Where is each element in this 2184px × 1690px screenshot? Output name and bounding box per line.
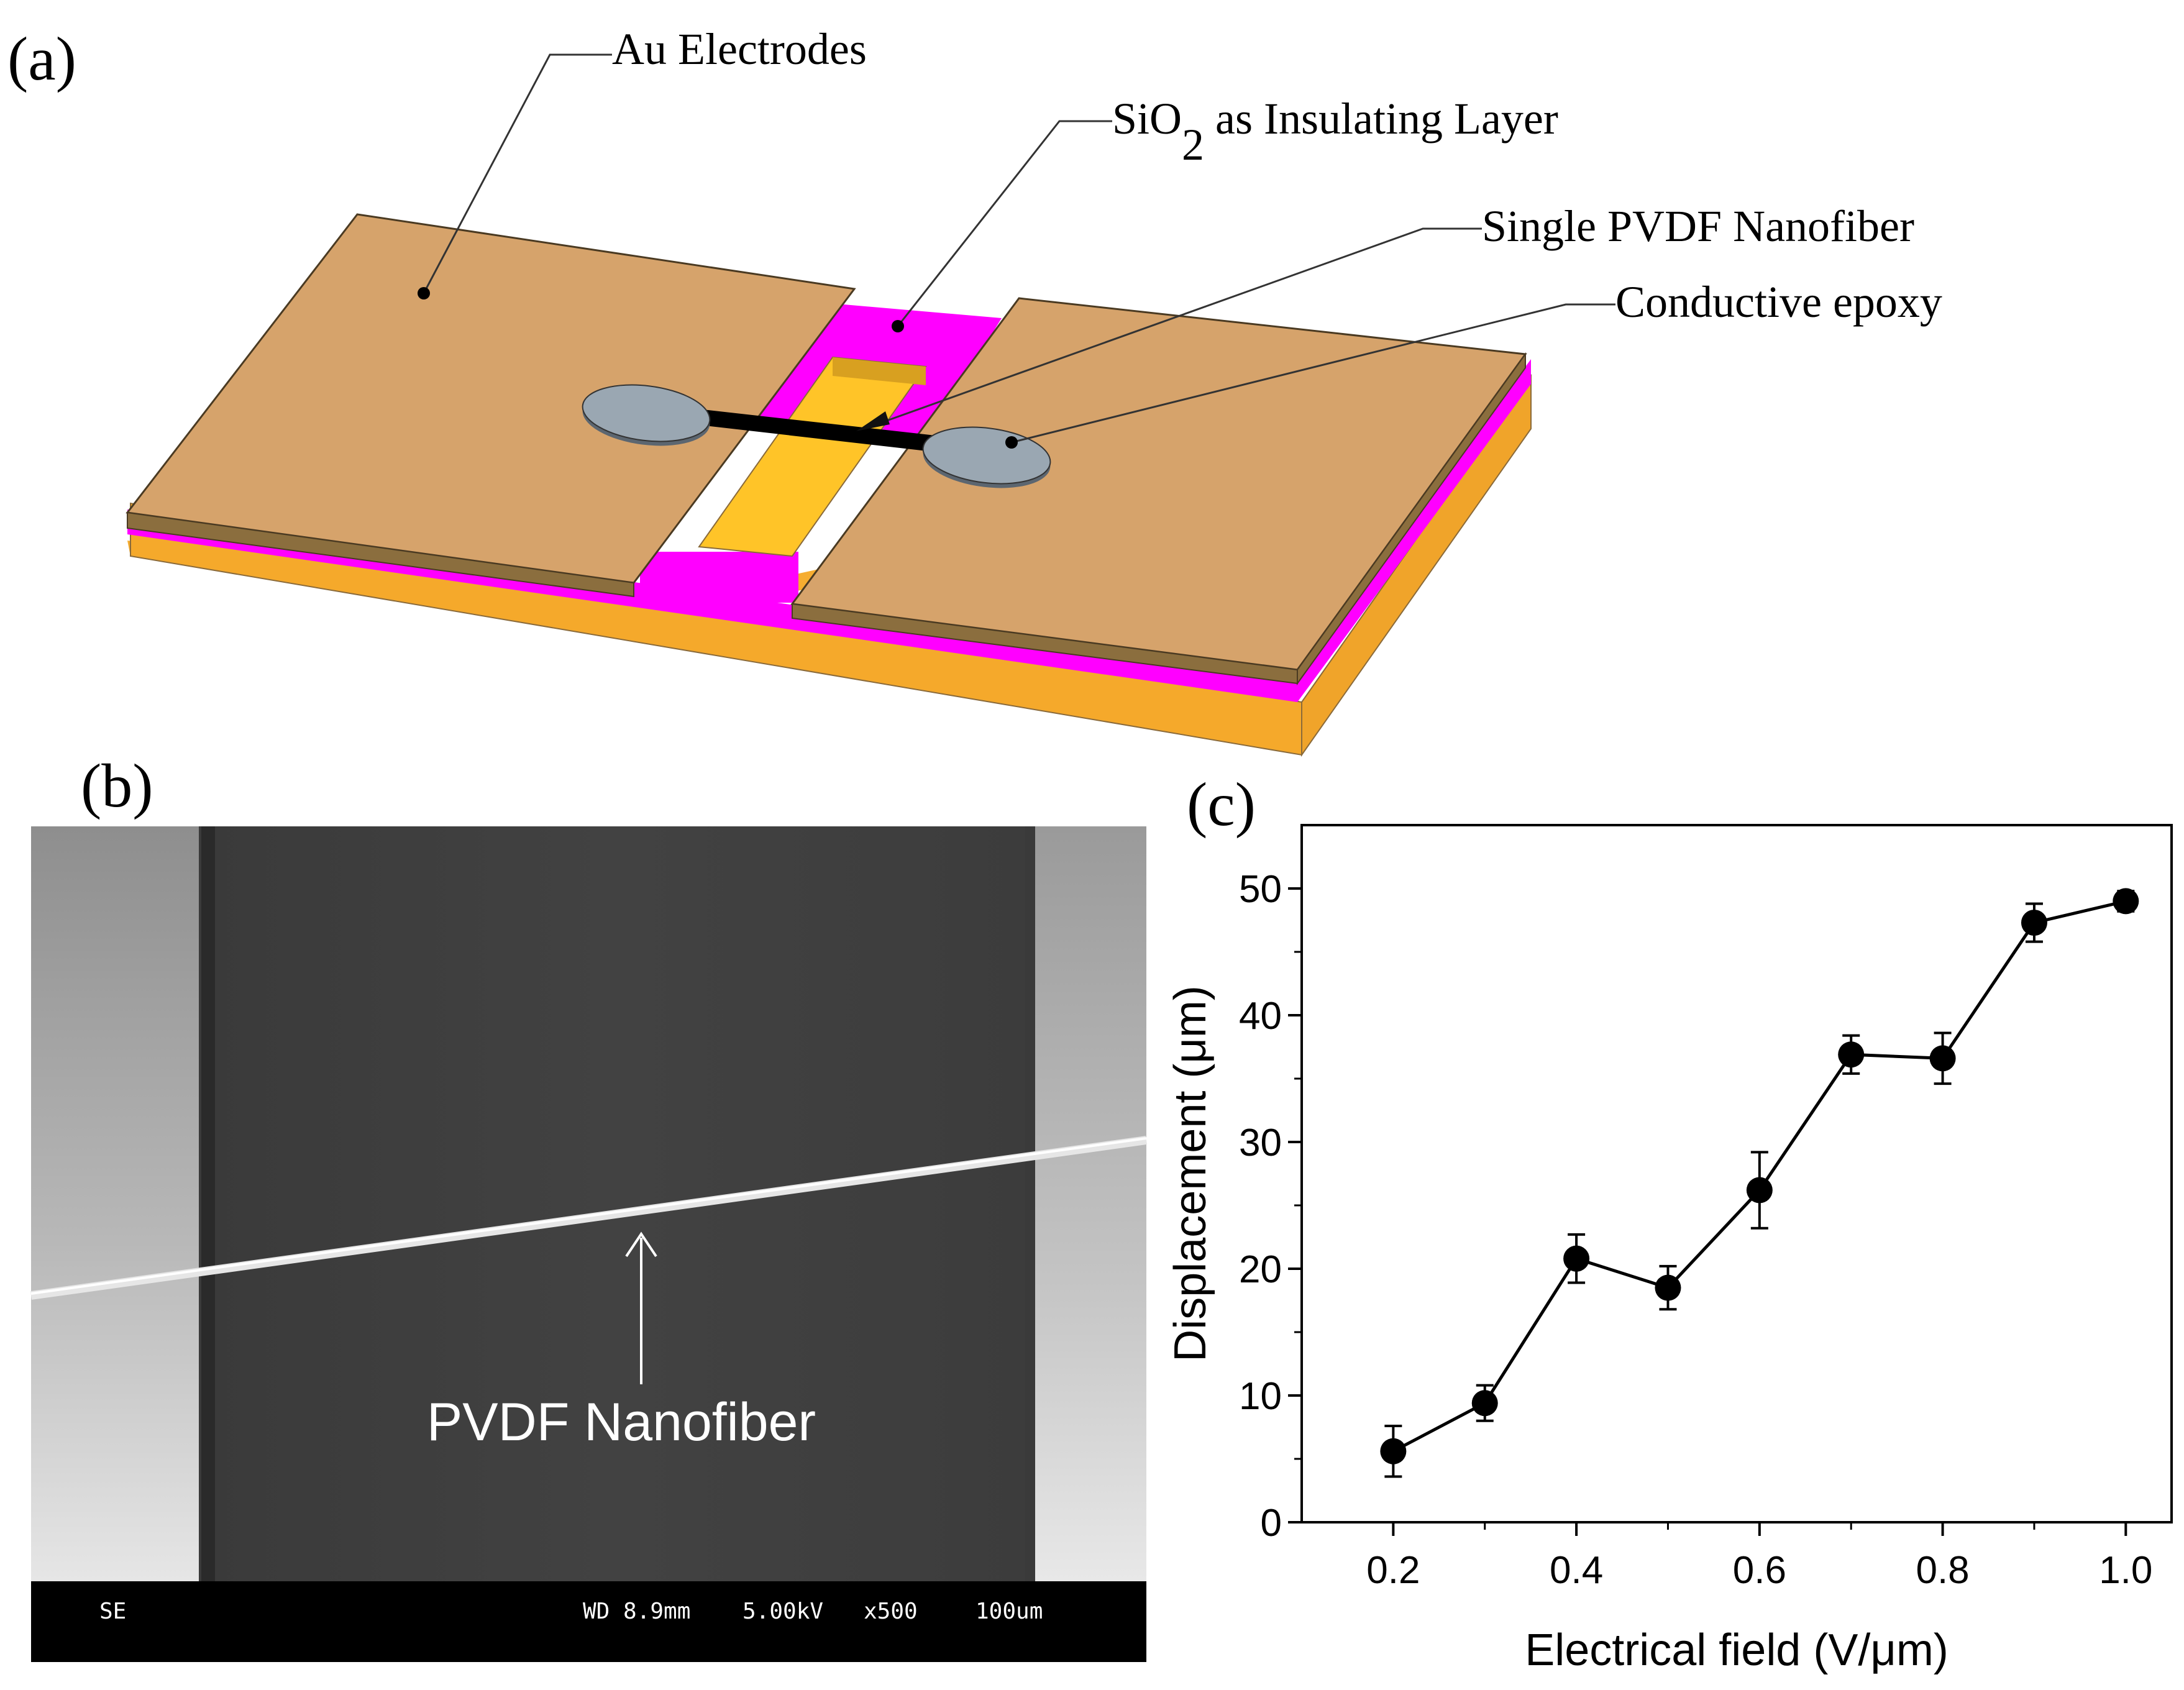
sem-wd: WD 8.9mm: [583, 1599, 690, 1624]
panel-a-label: (a): [7, 24, 76, 93]
left-electrode: [126, 213, 856, 598]
sem-mode: SE: [99, 1599, 126, 1624]
y-tick-label: 40: [1239, 995, 1282, 1038]
data-point: [1563, 1245, 1590, 1272]
chart-ticks: 0.2 0.4 0.6 0.8 1.0 0 10 20 30 40 50: [1239, 868, 2152, 1592]
right-electrode-side: [1297, 352, 1526, 686]
data-point: [1471, 1390, 1498, 1417]
dot-electrodes: [418, 287, 430, 299]
sem-nanofiber: [30, 1136, 1147, 1300]
data-point: [1929, 1045, 1956, 1072]
data-point: [1380, 1438, 1407, 1464]
sem-left-electrode: [31, 826, 211, 1581]
label-insulator-prefix: SiO: [1112, 94, 1182, 144]
sem-nanofiber-highlight: [30, 1137, 1147, 1295]
sem-magnification: x500: [864, 1599, 918, 1624]
panel-a: (a): [7, 24, 1942, 757]
y-tick-label: 20: [1239, 1248, 1282, 1291]
panel-b: (b) PVDF Nanofiber SE WD 8.9mm 5.00kV x5…: [30, 751, 1147, 1662]
y-tick-label: 30: [1239, 1121, 1282, 1164]
insulator-gap-front: [640, 552, 798, 603]
data-point: [1746, 1177, 1773, 1204]
left-electrode-front: [127, 511, 634, 598]
label-insulator: SiO2 as Insulating Layer: [1112, 94, 1558, 170]
y-tick-label: 10: [1239, 1375, 1282, 1418]
data-point: [1838, 1041, 1865, 1068]
sem-gap: [199, 826, 1038, 1581]
chart-points: [1380, 888, 2139, 1464]
y-axis-label: Displacement (μm): [1166, 985, 1215, 1362]
x-tick-label: 1.0: [2099, 1549, 2152, 1592]
sem-scale: 100um: [975, 1599, 1043, 1624]
label-insulator-suffix: as Insulating Layer: [1204, 94, 1558, 144]
panel-b-label: (b): [81, 751, 153, 820]
panel-c-label: (c): [1187, 770, 1256, 839]
sem-voltage: 5.00kV: [742, 1599, 823, 1624]
leader-nanofiber: [872, 227, 1482, 427]
dot-epoxy: [1005, 436, 1018, 449]
dot-insulator: [892, 320, 904, 332]
label-epoxy: Conductive epoxy: [1615, 277, 1942, 327]
x-tick-label: 0.6: [1733, 1549, 1786, 1592]
y-tick-label: 0: [1261, 1502, 1282, 1545]
label-electrodes: Au Electrodes: [612, 24, 867, 74]
data-point: [1655, 1274, 1681, 1301]
label-insulator-sub: 2: [1182, 120, 1204, 170]
label-nanofiber: Single PVDF Nanofiber: [1482, 201, 1914, 251]
sem-caption: PVDF Nanofiber: [427, 1392, 816, 1452]
sem-info-bar: [31, 1581, 1146, 1662]
leader-electrodes: [423, 53, 612, 294]
plot-frame: [1300, 824, 2173, 1523]
sem-right-electrode: [1025, 826, 1146, 1581]
data-point: [2113, 888, 2139, 915]
leader-lines: [423, 53, 1615, 444]
electrode-gap-wall: [833, 357, 926, 385]
x-axis-label: Electrical field (V/μm): [1525, 1625, 1949, 1675]
sem-arrow-head: [625, 1231, 657, 1258]
epoxy-left-top: [582, 384, 711, 442]
x-tick-label: 0.4: [1550, 1549, 1603, 1592]
leader-insulator: [897, 120, 1112, 327]
insulator-side: [1297, 359, 1531, 702]
leader-epoxy: [1011, 303, 1615, 444]
right-electrode: [790, 297, 1527, 686]
data-point: [2021, 910, 2047, 936]
x-tick-label: 0.8: [1916, 1549, 1969, 1592]
x-tick-label: 0.2: [1366, 1549, 1420, 1592]
nanofiber-bar: [677, 407, 941, 452]
nanofiber-arrowhead: [856, 411, 890, 431]
panel-c: (c) 0.2 0.4 0.6 0.8 1.0 0 10 20 30 40 50 Electrica…: [1166, 770, 2173, 1675]
y-tick-label: 50: [1239, 868, 1282, 911]
